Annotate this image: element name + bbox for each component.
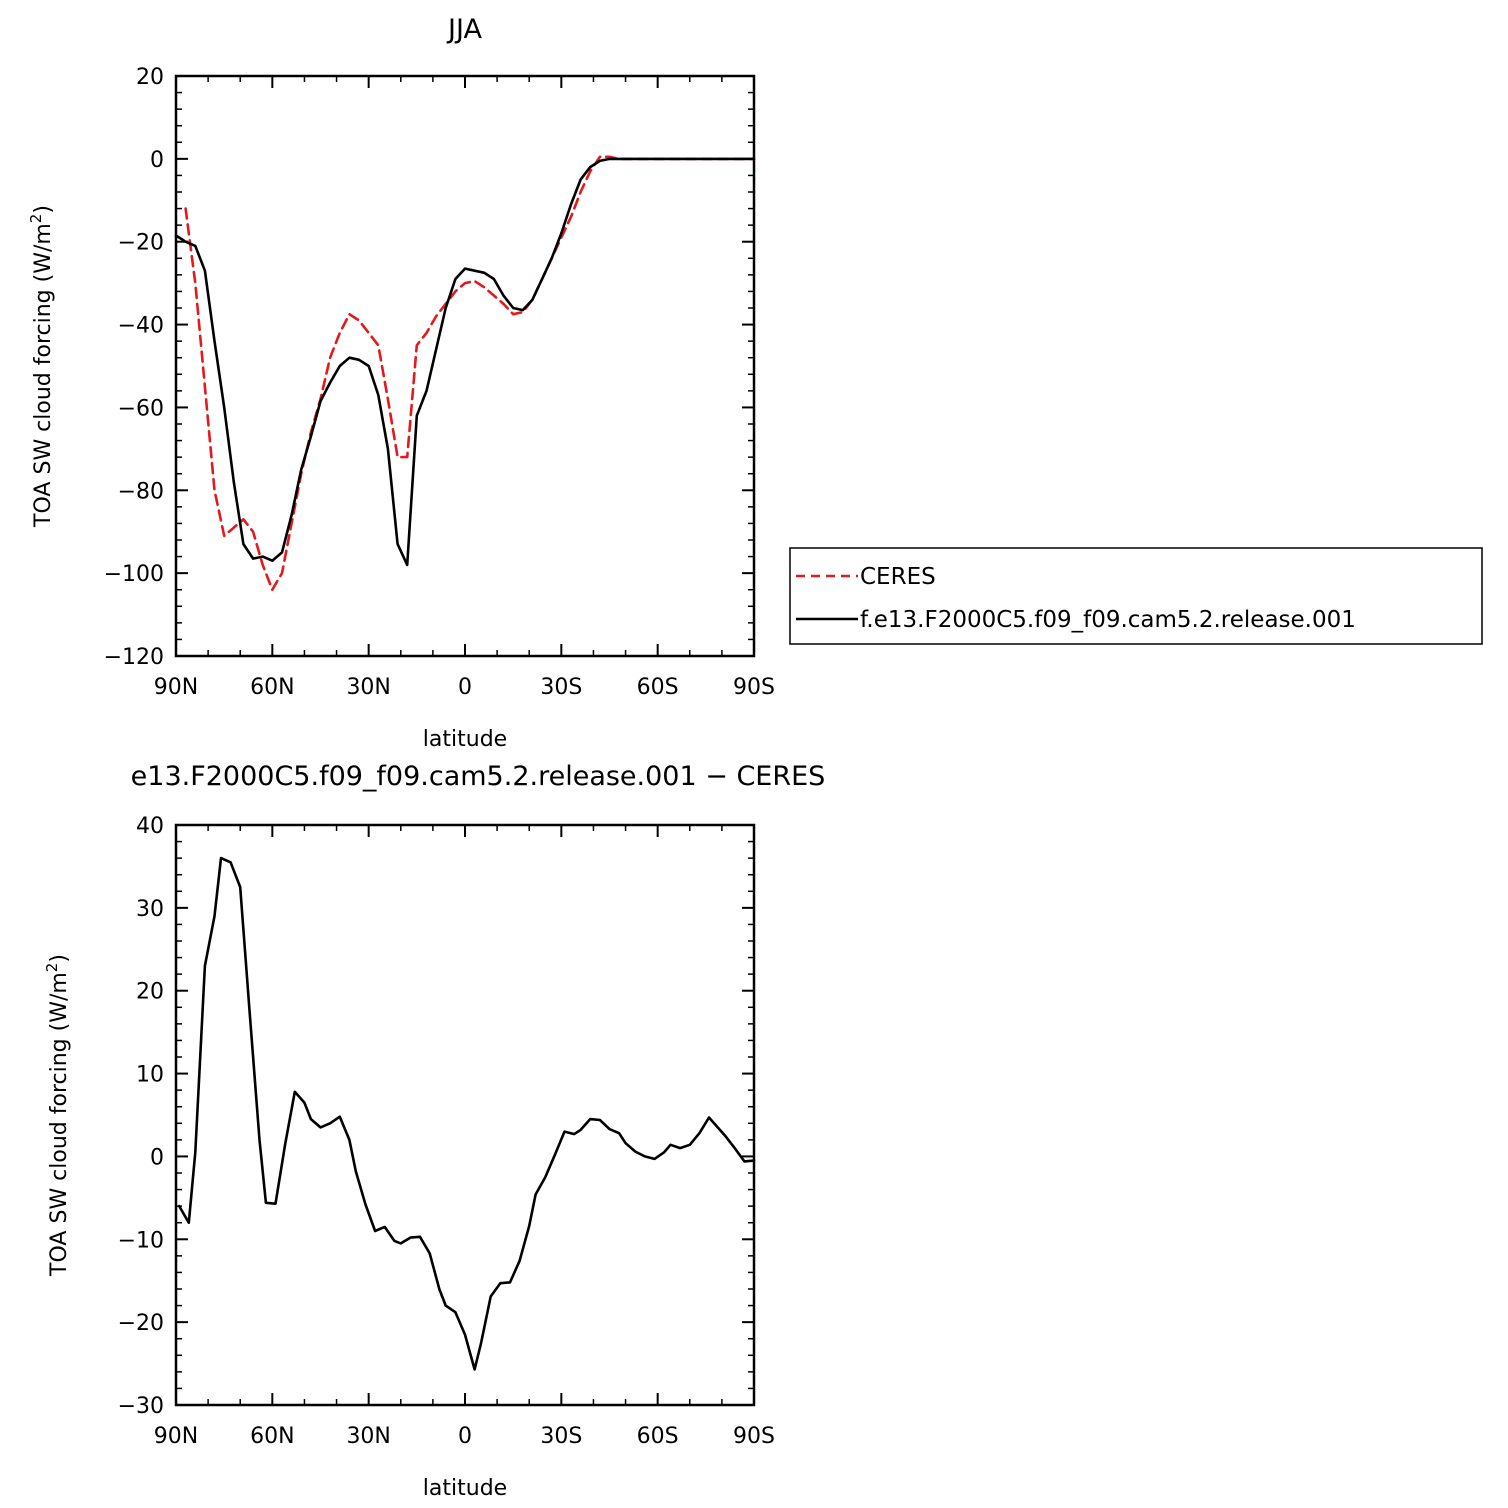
y-tick-labels: 40 30 20 10 0 −10 −20 −30	[118, 814, 164, 1419]
y-tick-label: 0	[150, 1145, 164, 1170]
y-tick-label: −30	[118, 1394, 164, 1419]
legend-label-ceres: CERES	[860, 564, 936, 590]
legend: CERES f.e13.F2000C5.f09_f09.cam5.2.relea…	[789, 547, 1483, 645]
y-axis-label: TOA SW cloud forcing (W/m2)	[27, 205, 56, 528]
x-tick-labels: 90N 60N 30N 0 30S 60S 90S	[154, 675, 775, 700]
x-tick-label: 60S	[637, 675, 679, 700]
chart-title: JJA	[446, 14, 482, 45]
x-tick-label: 30N	[346, 1424, 390, 1449]
x-tick-label: 90S	[733, 1424, 775, 1449]
x-axis-label: latitude	[423, 727, 507, 752]
y-tick-labels: 20 0 −20 −40 −60 −80 −100 −120	[104, 65, 164, 670]
series-line-1	[184, 155, 756, 592]
y-tick-label: 40	[136, 814, 164, 839]
y-tick-label: −20	[118, 1311, 164, 1336]
y-tick-label: −40	[118, 314, 164, 339]
axis-ticks	[175, 75, 755, 657]
series-group	[174, 155, 756, 592]
x-tick-label: 30S	[540, 675, 582, 700]
x-tick-label: 0	[458, 675, 472, 700]
y-tick-label: −60	[118, 396, 164, 421]
chart-panel-seasonal: JJA 20 0 −20 −40 −60 −80 −100 −120 90N 60N 30N 0 30…	[27, 14, 775, 752]
y-tick-label: 20	[136, 980, 164, 1005]
x-tick-label: 90S	[733, 675, 775, 700]
y-tick-label: 20	[136, 65, 164, 90]
x-tick-label: 30S	[540, 1424, 582, 1449]
x-tick-label: 90N	[154, 1424, 198, 1449]
plot-frame	[174, 823, 756, 1407]
x-tick-label: 60S	[637, 1424, 679, 1449]
y-tick-label: −80	[118, 479, 164, 504]
legend-box	[789, 547, 1483, 645]
y-tick-label: 10	[136, 1063, 164, 1088]
x-tick-label: 90N	[154, 675, 198, 700]
x-tick-label: 0	[458, 1424, 472, 1449]
chart-panel-difference: e13.F2000C5.f09_f09.cam5.2.release.001 −…	[43, 761, 825, 1501]
x-tick-label: 60N	[250, 675, 294, 700]
series-line-2	[174, 157, 756, 567]
series-line-1	[177, 856, 756, 1371]
x-tick-label: 30N	[346, 675, 390, 700]
y-tick-label: −10	[118, 1228, 164, 1253]
legend-label-model: f.e13.F2000C5.f09_f09.cam5.2.release.001	[860, 607, 1356, 633]
x-axis-label: latitude	[423, 1476, 507, 1501]
y-axis-label: TOA SW cloud forcing (W/m2)	[43, 954, 72, 1277]
y-tick-label: −20	[118, 231, 164, 256]
series-group	[177, 856, 756, 1371]
x-tick-labels: 90N 60N 30N 0 30S 60S 90S	[154, 1424, 775, 1449]
y-tick-label: −120	[104, 645, 164, 670]
y-tick-label: −100	[104, 562, 164, 587]
axis-ticks	[175, 824, 755, 1406]
chart-title: e13.F2000C5.f09_f09.cam5.2.release.001 −…	[131, 761, 826, 792]
x-tick-label: 60N	[250, 1424, 294, 1449]
y-tick-label: 30	[136, 897, 164, 922]
plot-frame	[174, 74, 756, 658]
y-tick-label: 0	[150, 148, 164, 173]
